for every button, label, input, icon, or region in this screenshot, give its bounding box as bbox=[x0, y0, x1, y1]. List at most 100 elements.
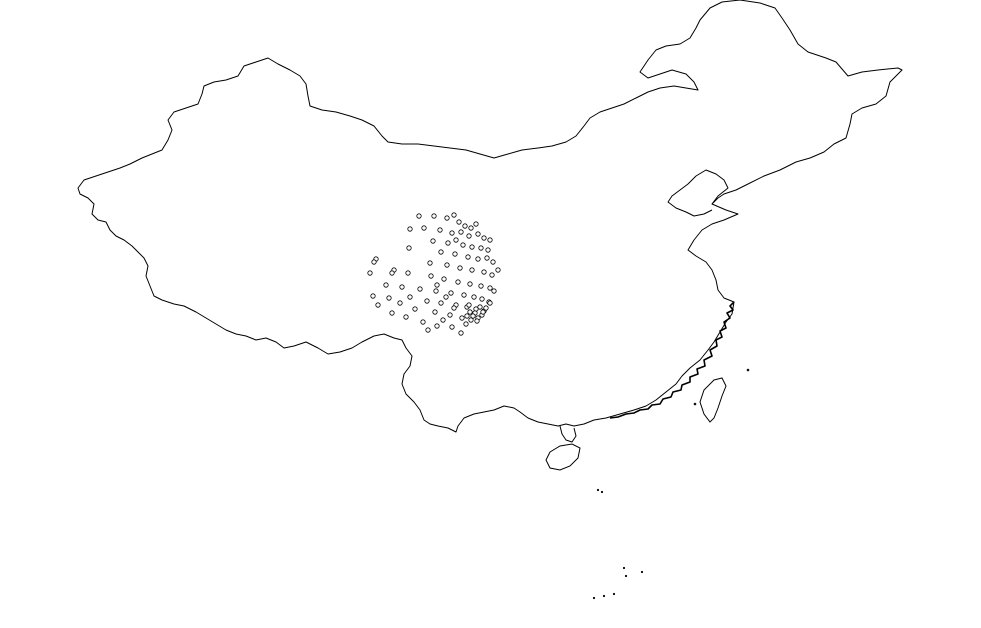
site-marker bbox=[481, 269, 487, 275]
site-marker bbox=[412, 306, 418, 312]
site-marker bbox=[441, 276, 447, 282]
bohai-coast bbox=[667, 169, 729, 217]
site-marker bbox=[481, 235, 487, 241]
site-marker bbox=[389, 310, 395, 316]
site-marker bbox=[449, 324, 455, 330]
site-marker bbox=[478, 283, 484, 289]
site-marker bbox=[406, 245, 412, 251]
site-marker bbox=[479, 296, 485, 302]
small-islands bbox=[592, 368, 750, 600]
site-marker bbox=[451, 212, 457, 218]
site-marker bbox=[470, 313, 476, 319]
site-marker bbox=[447, 312, 453, 318]
site-markers bbox=[367, 212, 501, 336]
site-marker bbox=[370, 293, 376, 299]
site-marker bbox=[417, 286, 423, 292]
site-marker bbox=[430, 238, 436, 244]
site-marker bbox=[466, 302, 472, 308]
site-marker bbox=[405, 270, 411, 276]
site-marker bbox=[425, 327, 431, 333]
leizhou-peninsula bbox=[559, 425, 577, 443]
site-marker bbox=[491, 288, 497, 294]
site-marker bbox=[455, 279, 461, 285]
site-marker bbox=[428, 273, 434, 279]
site-marker bbox=[471, 294, 477, 300]
site-marker bbox=[485, 247, 491, 253]
site-marker bbox=[456, 219, 462, 225]
site-marker bbox=[431, 213, 437, 219]
site-marker bbox=[473, 221, 479, 227]
site-marker bbox=[453, 237, 459, 243]
site-marker bbox=[438, 249, 444, 255]
site-marker bbox=[434, 323, 440, 329]
site-marker bbox=[438, 300, 444, 306]
site-marker bbox=[487, 300, 493, 306]
site-marker bbox=[448, 290, 454, 296]
site-marker bbox=[468, 225, 474, 231]
site-marker bbox=[474, 318, 480, 324]
site-marker bbox=[403, 314, 409, 320]
site-marker bbox=[371, 259, 377, 265]
site-marker bbox=[437, 227, 443, 233]
site-marker bbox=[459, 315, 465, 321]
site-marker bbox=[477, 304, 483, 310]
site-marker bbox=[399, 284, 405, 290]
site-marker bbox=[444, 215, 450, 221]
site-marker bbox=[375, 302, 381, 308]
site-marker bbox=[440, 317, 446, 323]
site-marker bbox=[397, 300, 403, 306]
site-marker bbox=[421, 225, 427, 231]
site-marker bbox=[383, 282, 389, 288]
taiwan-island bbox=[699, 377, 727, 423]
site-marker bbox=[467, 281, 473, 287]
site-marker bbox=[468, 317, 474, 323]
site-marker bbox=[386, 295, 392, 301]
site-marker bbox=[407, 226, 413, 232]
site-marker bbox=[444, 262, 450, 268]
site-marker bbox=[484, 255, 490, 261]
site-marker bbox=[427, 260, 433, 266]
site-marker bbox=[475, 231, 481, 237]
site-marker bbox=[452, 251, 458, 257]
site-marker bbox=[467, 309, 473, 315]
site-marker bbox=[463, 321, 469, 327]
site-marker bbox=[416, 213, 422, 219]
site-marker bbox=[465, 254, 471, 260]
site-marker bbox=[458, 330, 464, 336]
site-marker bbox=[495, 267, 501, 273]
site-marker bbox=[451, 305, 457, 311]
site-marker bbox=[460, 242, 466, 248]
site-marker bbox=[443, 294, 449, 300]
site-marker bbox=[480, 309, 486, 315]
site-marker bbox=[433, 288, 439, 294]
site-marker bbox=[445, 240, 451, 246]
site-marker bbox=[432, 309, 438, 315]
hainan-island bbox=[545, 443, 581, 471]
site-marker bbox=[466, 233, 472, 239]
mainland-outline bbox=[77, 0, 903, 433]
site-marker bbox=[469, 244, 475, 250]
site-marker bbox=[483, 305, 489, 311]
site-marker bbox=[462, 223, 468, 229]
site-marker bbox=[487, 285, 493, 291]
site-marker bbox=[458, 229, 464, 235]
site-marker bbox=[424, 298, 430, 304]
site-marker bbox=[475, 256, 481, 262]
site-marker bbox=[478, 245, 484, 251]
site-marker bbox=[457, 265, 463, 271]
site-marker bbox=[489, 272, 495, 278]
site-marker bbox=[407, 294, 413, 300]
southeast-coast bbox=[609, 301, 735, 419]
site-marker bbox=[449, 230, 455, 236]
site-marker bbox=[461, 292, 467, 298]
site-marker bbox=[490, 259, 496, 265]
site-marker bbox=[389, 270, 395, 276]
site-marker bbox=[469, 267, 475, 273]
site-marker bbox=[487, 237, 493, 243]
site-marker bbox=[434, 282, 440, 288]
site-marker bbox=[420, 319, 426, 325]
site-marker bbox=[367, 270, 373, 276]
site-marker bbox=[464, 313, 470, 319]
